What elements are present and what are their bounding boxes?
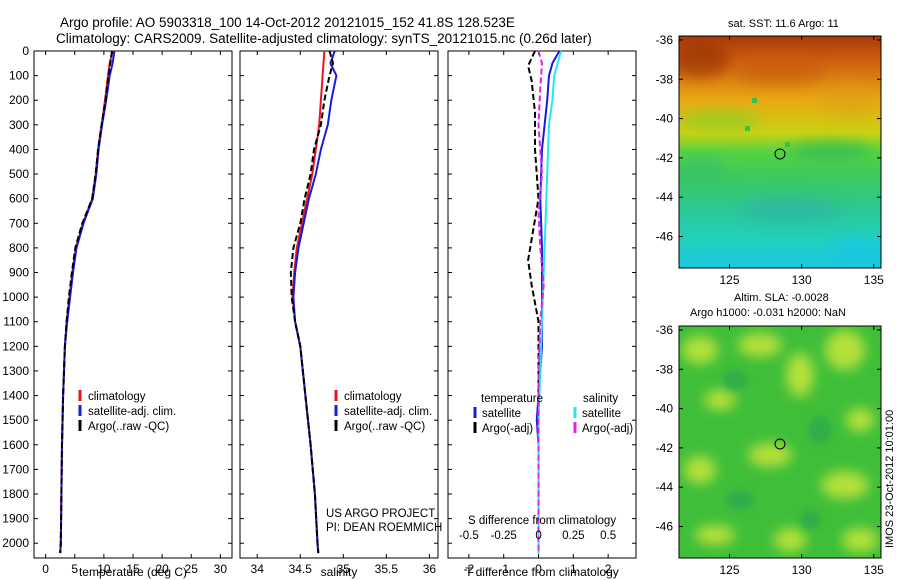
series-line-argo-adj-: [537, 50, 545, 554]
depth-tick-label: 1300: [2, 364, 29, 378]
map-x-tick-label: 130: [792, 273, 812, 287]
x-tick-label: 34.5: [289, 562, 313, 576]
x-tick-label: 0: [535, 562, 542, 576]
legend-label: Argo(..raw -QC): [344, 421, 425, 433]
x-tick-label: -1: [498, 562, 509, 576]
legend-label: satellite: [582, 408, 621, 420]
map-y-tick-label: -42: [656, 151, 674, 165]
depth-tick-label: 1400: [2, 389, 29, 403]
depth-tick-label: 1800: [2, 487, 29, 501]
figure-title-line1: Argo profile: AO 5903318_100 14-Oct-2012…: [60, 15, 515, 30]
depth-tick-label: 1100: [3, 315, 29, 329]
sst-map-title: sat. SST: 11.6 Argo: 11: [728, 18, 839, 30]
map-y-tick-label: -38: [656, 362, 674, 376]
argo-float-location-marker: [774, 438, 786, 450]
sla-map-title-line2: Argo h1000: -0.031 h2000: NaN: [690, 307, 846, 319]
depth-tick-label: 400: [9, 142, 29, 156]
legend-label: satellite-adj. clim.: [344, 406, 432, 418]
x-tick-label: 20: [155, 562, 169, 576]
plot-frame: [239, 50, 439, 559]
argo-float-location-marker: [774, 148, 786, 160]
s-difference-tick-label: 0.25: [562, 530, 584, 542]
depth-tick-label: 0: [22, 44, 29, 58]
depth-tick-label: 1000: [2, 290, 29, 304]
map-x-tick-label: 130: [792, 563, 812, 577]
x-tick-label: 5: [71, 562, 78, 576]
s-difference-tick-label: -0.25: [491, 530, 517, 542]
depth-tick-label: 600: [9, 192, 29, 206]
depth-tick-label: 500: [9, 167, 29, 181]
sla-map-title-line1: Altim. SLA: -0.0028: [734, 292, 829, 304]
imos-timestamp: IMOS 23-Oct-2012 10:01:00: [884, 410, 896, 548]
map-x-tick-label: 135: [864, 563, 884, 577]
salinity-panel: 34 34.5 35 35.5 36 salinity climatology satelli…: [239, 50, 442, 579]
x-axis-label: salinity: [321, 565, 358, 579]
x-tick-label: 25: [185, 562, 199, 576]
depth-tick-label: 1500: [2, 413, 29, 427]
series-line-argo-raw-qc-: [59, 50, 113, 554]
sla-map-panel: Altim. SLA: -0.0028 Argo h1000: -0.031 h…: [656, 292, 884, 577]
map-y-tick-label: -44: [656, 190, 674, 204]
s-difference-tick-label: 0.5: [600, 530, 616, 542]
x-tick-label: 34: [251, 562, 265, 576]
pi-annotation: PI: DEAN ROEMMICH: [326, 522, 442, 534]
map-y-tick-label: -46: [656, 520, 674, 534]
x-tick-label: 35.5: [375, 562, 399, 576]
s-difference-axis-label: S difference from climatology: [468, 515, 616, 527]
legend-label: climatology: [344, 391, 402, 403]
x-tick-label: 36: [423, 562, 437, 576]
x-tick-label: -2: [464, 562, 475, 576]
map-x-tick-label: 135: [864, 273, 884, 287]
s-difference-tick-label: -0.5: [459, 530, 479, 542]
depth-tick-label: 2000: [2, 536, 29, 550]
depth-tick-label: 1600: [2, 438, 29, 452]
x-tick-label: 10: [97, 562, 111, 576]
depth-tick-label: 700: [9, 216, 29, 230]
depth-tick-label: 1700: [2, 462, 29, 476]
pi-annotation: US ARGO PROJECT: [326, 508, 435, 520]
map-y-tick-label: -36: [656, 323, 674, 337]
x-tick-label: 2: [605, 562, 612, 576]
x-tick-label: 1: [570, 562, 577, 576]
x-tick-label: 35: [337, 562, 351, 576]
series-line-satellite: [537, 50, 563, 554]
x-tick-label: 30: [214, 562, 228, 576]
map-y-tick-label: -40: [656, 112, 674, 126]
map-y-tick-label: -36: [656, 33, 674, 47]
map-y-tick-label: -38: [656, 72, 674, 86]
legend-label: climatology: [88, 391, 146, 403]
legend-group-temperature: temperature: [481, 393, 543, 405]
depth-tick-label: 900: [9, 266, 29, 280]
x-tick-label: 15: [126, 562, 140, 576]
map-y-tick-label: -40: [656, 402, 674, 416]
series-line-argo-raw-qc-: [289, 50, 334, 554]
map-y-tick-label: -44: [656, 480, 674, 494]
legend-label: Argo(-adj): [582, 423, 633, 435]
legend-label: Argo(..raw -QC): [88, 421, 169, 433]
depth-tick-label: 1200: [2, 339, 29, 353]
x-tick-label: 0: [42, 562, 49, 576]
difference-panel: -2 -1 0 1 2T difference from climatology temp…: [447, 50, 637, 579]
depth-tick-label: 200: [9, 93, 29, 107]
legend-label: Argo(-adj): [482, 423, 533, 435]
map-y-tick-label: -42: [656, 441, 674, 455]
depth-tick-label: 800: [9, 241, 29, 255]
map-x-tick-label: 125: [719, 273, 739, 287]
legend-label: satellite-adj. clim.: [88, 406, 176, 418]
legend-group-salinity: salinity: [583, 393, 618, 405]
temperature-panel: 0100200300400500600700800900100011001200…: [2, 44, 233, 579]
s-difference-tick-label: 0: [535, 530, 541, 542]
x-axis-label: temperature (deg C): [79, 565, 187, 579]
plot-frame: [33, 50, 233, 559]
map-y-tick-label: -46: [656, 230, 674, 244]
map-x-tick-label: 125: [719, 563, 739, 577]
legend-label: satellite: [482, 408, 521, 420]
depth-tick-label: 1900: [2, 512, 29, 526]
figure-title-line2: Climatology: CARS2009. Satellite-adjuste…: [56, 31, 592, 46]
depth-tick-label: 300: [9, 118, 29, 132]
sst-map-panel: sat. SST: 11.6 Argo: 11 125 130 135 -36 -38 -…: [656, 18, 884, 287]
depth-tick-label: 100: [9, 69, 29, 83]
x-axis-label: T difference from climatology: [465, 565, 619, 579]
